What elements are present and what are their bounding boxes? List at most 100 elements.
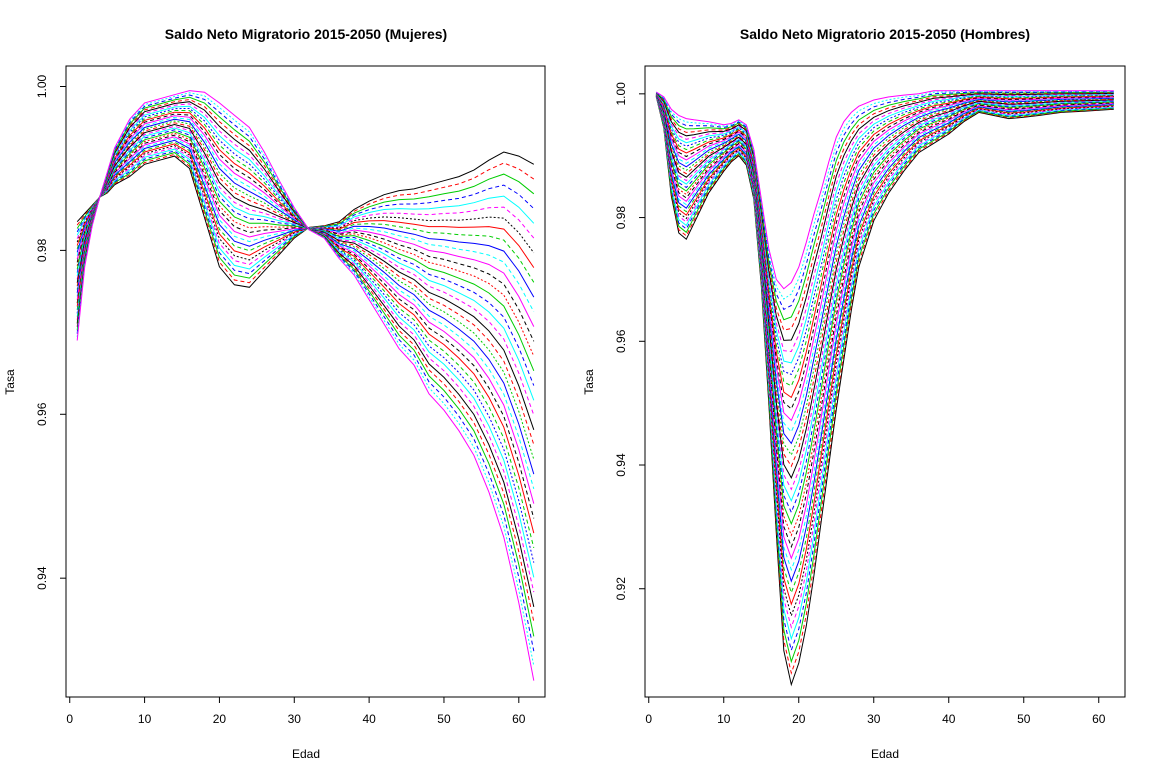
series-line — [76, 105, 535, 578]
series-line — [76, 98, 535, 622]
series-line — [76, 153, 535, 284]
y-axis-label: Tasa — [3, 369, 17, 395]
x-tick-label: 30 — [288, 712, 302, 726]
y-tick-label: 0.96 — [35, 402, 49, 426]
x-tick-label: 60 — [512, 712, 526, 726]
series-line — [655, 96, 1114, 641]
series-line — [655, 94, 1114, 479]
series-line — [655, 93, 1114, 399]
series-line — [655, 94, 1114, 514]
series-line — [655, 96, 1114, 664]
series-line — [655, 94, 1114, 503]
series-line — [655, 95, 1114, 572]
plot-frame — [65, 65, 546, 698]
series-line — [76, 103, 535, 593]
series-line — [76, 90, 535, 681]
plot-frame — [644, 65, 1126, 698]
series-line — [76, 116, 535, 490]
series-line — [655, 95, 1114, 618]
series-line — [655, 93, 1114, 387]
chart-title: Saldo Neto Migratorio 2015-2050 (Hombres… — [740, 26, 1030, 42]
series-line — [76, 148, 535, 270]
y-tick-label: 0.96 — [614, 329, 628, 353]
y-axis-label: Tasa — [582, 369, 596, 395]
series-line — [76, 107, 535, 563]
series-line — [76, 123, 535, 430]
series-line — [76, 145, 535, 261]
series-line — [655, 93, 1114, 422]
y-tick-label: 0.98 — [614, 206, 628, 230]
y-tick-label: 0.94 — [614, 453, 628, 477]
y-tick-label: 0.92 — [614, 577, 628, 601]
x-axis-label: Edad — [871, 747, 899, 761]
series-line — [655, 92, 1114, 376]
series-line — [76, 132, 535, 357]
series-line — [655, 96, 1114, 687]
series-line — [655, 95, 1114, 583]
series-line — [655, 94, 1114, 526]
x-tick-label: 40 — [942, 712, 956, 726]
series-line — [655, 93, 1114, 468]
x-tick-label: 20 — [213, 712, 227, 726]
x-axis: 0 10 20 30 40 50 60 — [645, 697, 1106, 726]
series-line — [655, 93, 1114, 445]
y-tick-label: 1.00 — [614, 82, 628, 106]
y-tick-label: 1.00 — [35, 74, 49, 98]
series-line — [76, 120, 535, 460]
series-line — [76, 122, 535, 445]
series-line — [656, 90, 1114, 290]
series-line — [76, 152, 535, 279]
series-line — [76, 131, 535, 371]
series-line — [655, 92, 1114, 364]
series-line — [655, 92, 1114, 353]
x-tick-label: 50 — [1017, 712, 1031, 726]
series-line — [76, 113, 535, 519]
series-line — [76, 101, 535, 608]
x-tick-label: 0 — [66, 712, 73, 726]
series-line — [76, 129, 535, 386]
series-line — [76, 143, 535, 268]
series-line — [655, 93, 1114, 456]
series-line — [655, 92, 1114, 331]
chart-hombres: Saldo Neto Migratorio 2015-2050 (Hombres… — [582, 26, 1126, 761]
x-tick-label: 40 — [362, 712, 376, 726]
series-line — [76, 94, 535, 652]
x-tick-label: 20 — [792, 712, 806, 726]
series-line — [76, 141, 535, 283]
x-tick-label: 50 — [437, 712, 451, 726]
series-line — [655, 95, 1114, 606]
series-line — [655, 96, 1114, 629]
y-tick-label: 0.98 — [35, 238, 49, 262]
series-line — [655, 94, 1114, 537]
series-line — [76, 151, 535, 288]
chart-title: Saldo Neto Migratorio 2015-2050 (Mujeres… — [165, 26, 447, 42]
x-tick-label: 60 — [1092, 712, 1106, 726]
series-line — [76, 134, 535, 342]
series-line — [655, 91, 1114, 321]
series-group — [76, 90, 535, 681]
series-line — [76, 146, 535, 265]
x-tick-label: 10 — [717, 712, 731, 726]
y-tick-label: 0.94 — [35, 566, 49, 590]
series-line — [76, 118, 535, 475]
series-line — [655, 95, 1114, 549]
x-axis-label: Edad — [292, 747, 320, 761]
x-tick-label: 30 — [867, 712, 881, 726]
series-group — [655, 90, 1114, 687]
series-line — [76, 139, 535, 298]
series-line — [655, 93, 1114, 410]
series-line — [76, 111, 535, 534]
series-line — [655, 93, 1114, 433]
series-line — [76, 125, 535, 416]
series-line — [76, 127, 535, 401]
x-axis: 0 10 20 30 40 50 60 — [66, 697, 526, 726]
y-axis: 0.94 0.96 0.98 1.00 — [35, 74, 66, 590]
series-line — [76, 136, 535, 327]
series-line — [76, 92, 535, 666]
series-line — [76, 150, 535, 275]
x-tick-label: 10 — [138, 712, 152, 726]
series-line — [655, 95, 1114, 560]
series-line — [655, 92, 1114, 341]
series-line — [76, 96, 535, 637]
